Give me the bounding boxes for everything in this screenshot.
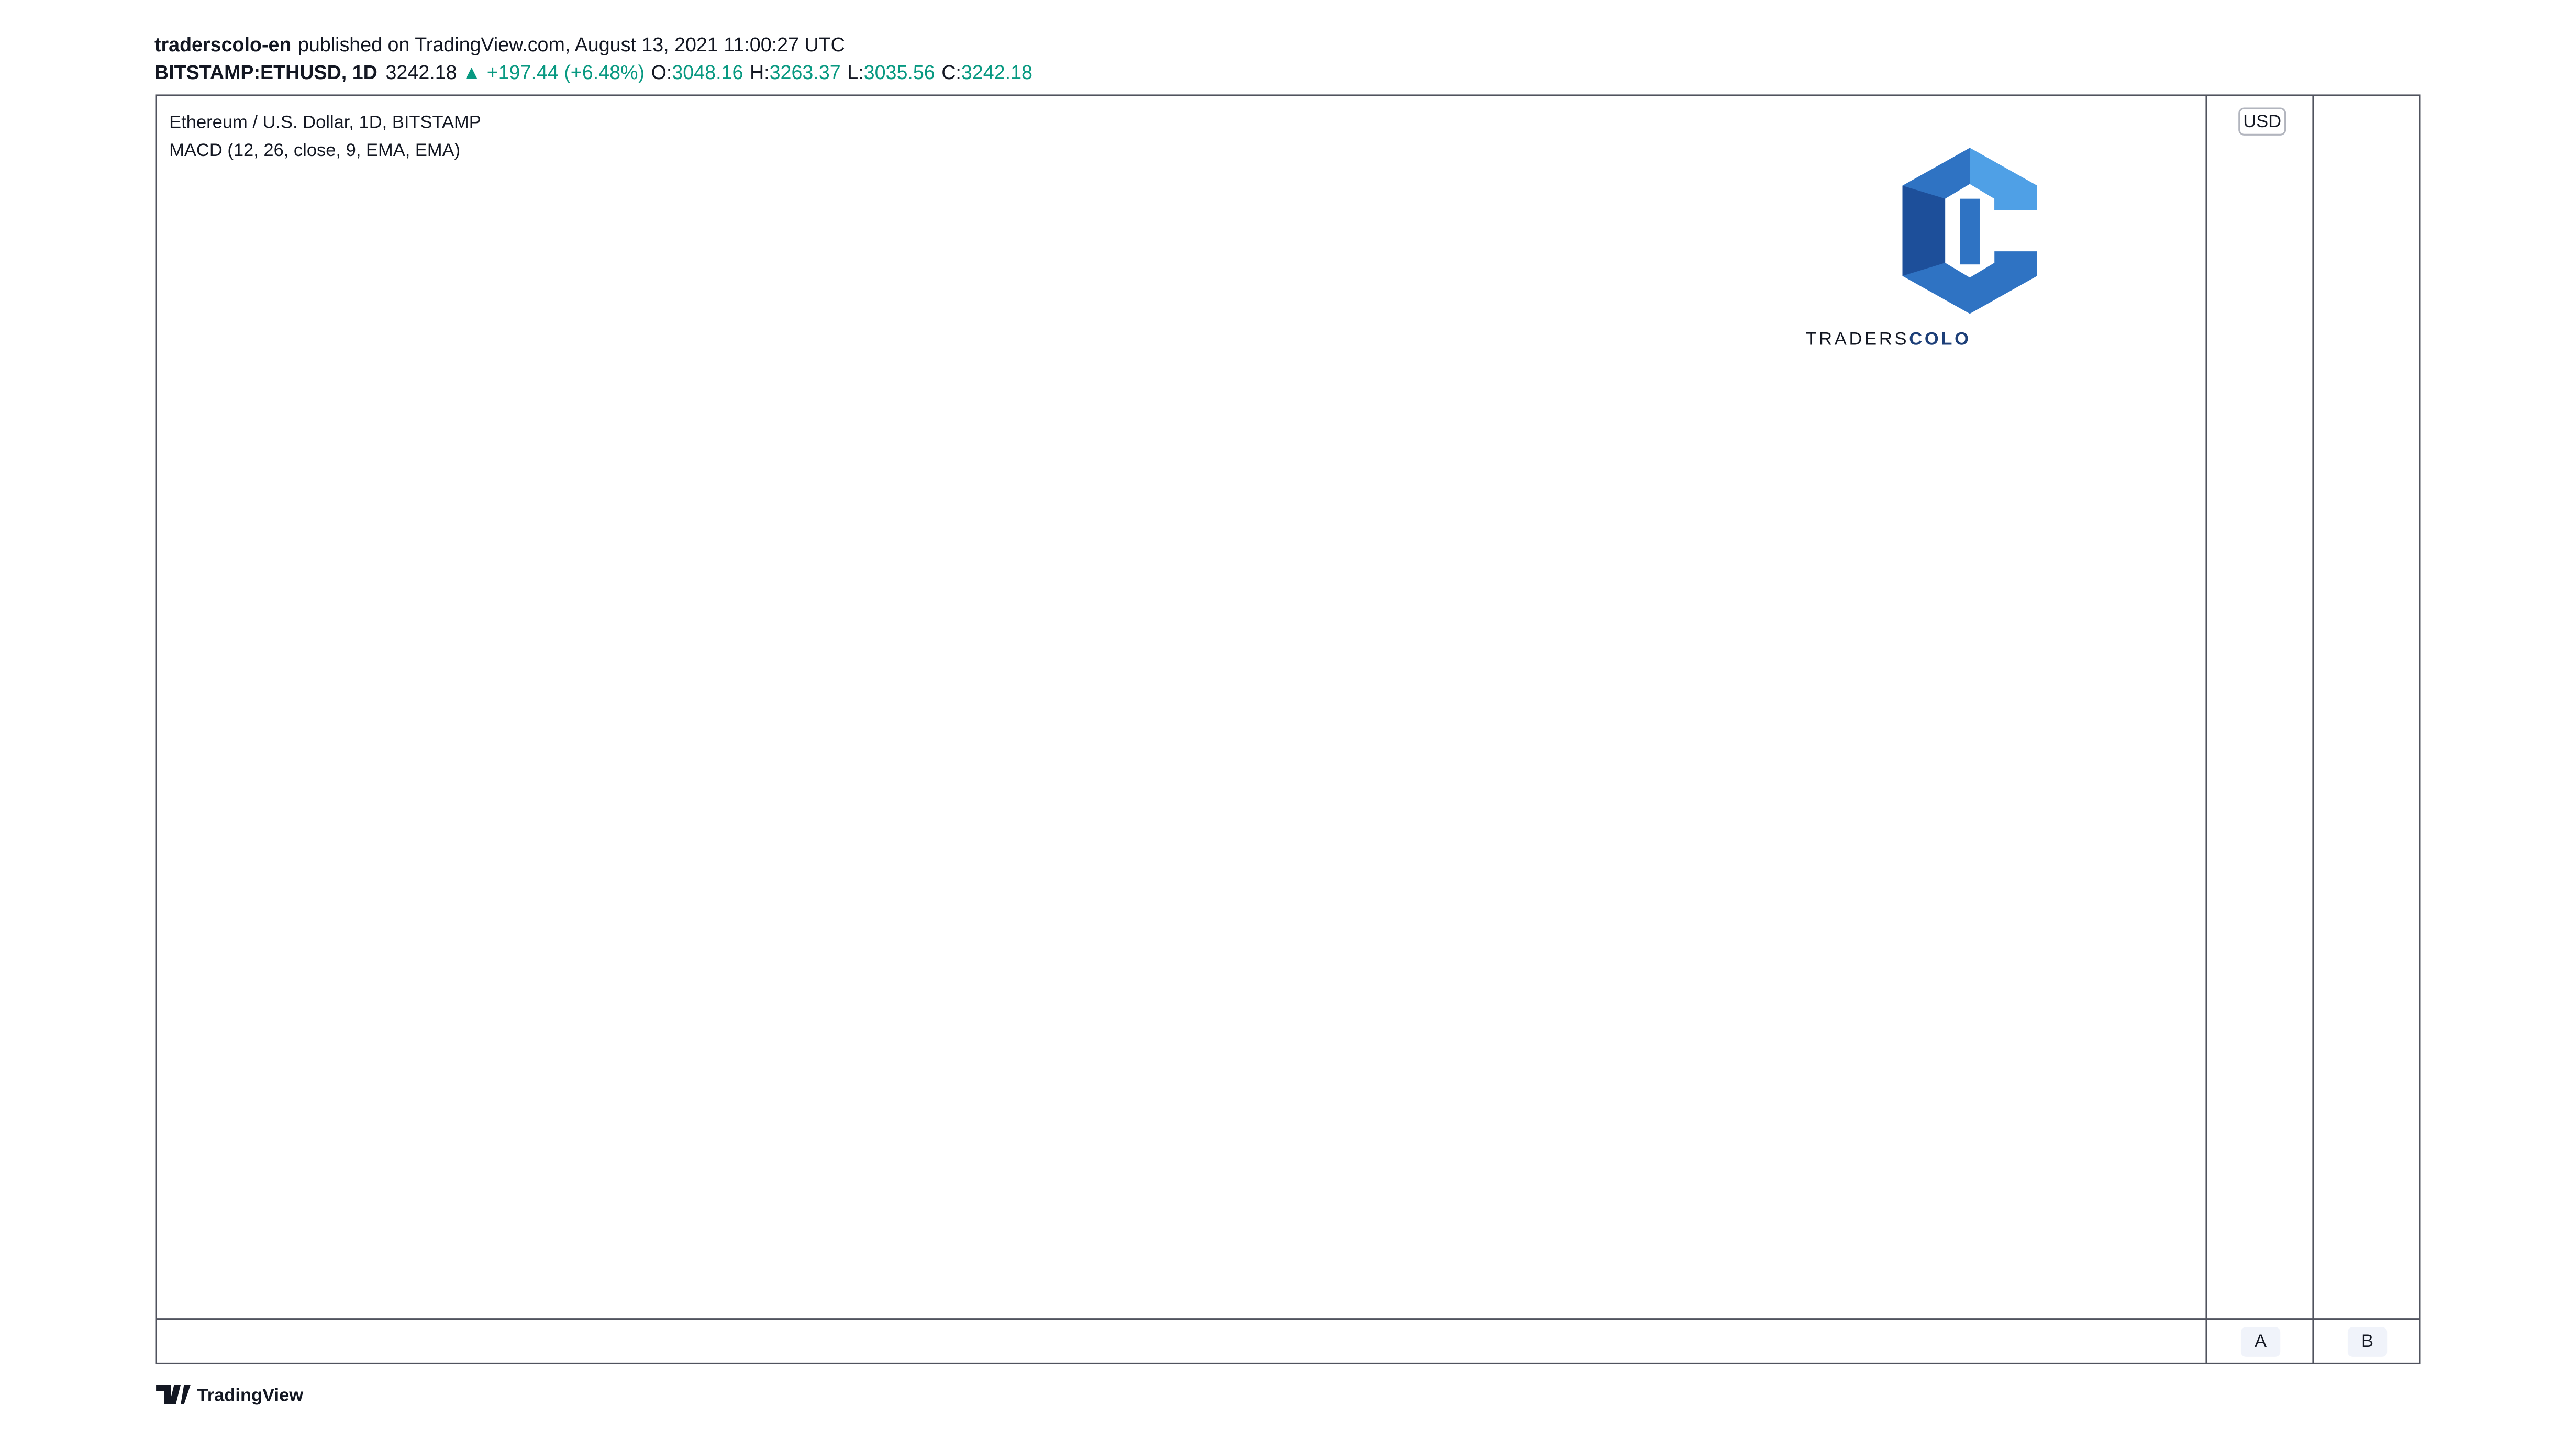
scale-button-label[interactable]: B xyxy=(2361,1331,2373,1351)
published: published on TradingView.com, August 13,… xyxy=(298,34,845,55)
logo-traders: TRADERS xyxy=(1805,329,1909,349)
ohlc-value: 3263.37 xyxy=(770,61,841,83)
footer-logo: TradingView xyxy=(156,1385,303,1405)
ohlc-key: H: xyxy=(750,61,770,83)
logo-bar xyxy=(1960,198,1980,265)
logo-hex-top xyxy=(1970,148,2037,210)
ohlc-value: 3048.16 xyxy=(672,61,743,83)
scale-button-label[interactable]: A xyxy=(2255,1331,2267,1351)
currency[interactable]: USD xyxy=(2243,111,2281,131)
logo-text: TRADERSCOLO xyxy=(1805,329,1971,349)
scale-button[interactable] xyxy=(2240,1327,2281,1357)
change: ▲ +197.44 (+6.48%) xyxy=(462,61,645,83)
ohlc-key: C: xyxy=(941,61,961,83)
author: traderscolo-en xyxy=(154,34,291,55)
symbol: BITSTAMP:ETHUSD, 1D xyxy=(154,61,377,83)
logo-colo: COLO xyxy=(1909,329,1971,349)
symbol-line: BITSTAMP:ETHUSD, 1D 3242.18 ▲ +197.44 (+6.… xyxy=(154,61,1032,83)
ohlc-value: 3035.56 xyxy=(864,61,935,83)
brand: TradingView xyxy=(197,1385,304,1405)
ohlc-key: L: xyxy=(847,61,863,83)
price: 3242.18 xyxy=(386,61,457,83)
indicator-title: MACD (12, 26, close, 9, EMA, EMA) xyxy=(169,140,460,160)
logo: TRADERSCOLO xyxy=(1805,148,2037,349)
chart-title: Ethereum / U.S. Dollar, 1D, BITSTAMP xyxy=(169,112,481,132)
currency-badge[interactable] xyxy=(2238,107,2286,136)
tv-icon xyxy=(156,1385,191,1404)
scale-button[interactable] xyxy=(2347,1327,2388,1357)
ohlc-value: 3242.18 xyxy=(961,61,1032,83)
publish-line: traderscolo-en published on TradingView.c… xyxy=(154,34,845,55)
ohlc-key: O: xyxy=(651,61,672,83)
logo-hex-side xyxy=(1902,185,1946,276)
frame xyxy=(155,94,2421,1365)
